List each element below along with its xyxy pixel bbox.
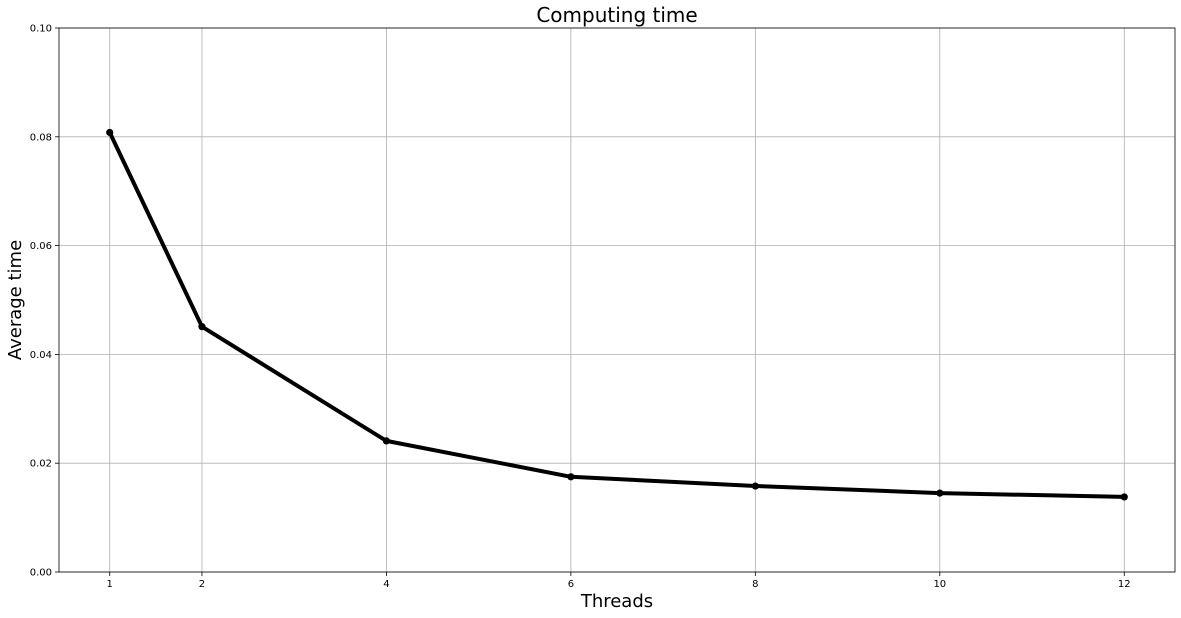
x-tick-label: 8 bbox=[752, 579, 758, 590]
data-point bbox=[567, 473, 575, 481]
ticks-layer: 1 2 4 6 8 10 120.000.020.040.060.080.10 bbox=[30, 24, 1131, 591]
x-tick-label: 6 bbox=[568, 579, 574, 590]
y-tick-label: 0.10 bbox=[30, 24, 52, 35]
data-point bbox=[1120, 493, 1128, 501]
series-layer bbox=[106, 128, 1128, 501]
data-point bbox=[751, 482, 759, 490]
x-axis-label: Threads bbox=[580, 591, 653, 612]
x-tick-label: 12 bbox=[1118, 579, 1131, 590]
y-tick-label: 0.00 bbox=[30, 568, 52, 579]
axes-layer bbox=[58, 27, 1176, 573]
data-point bbox=[198, 323, 206, 331]
plot-frame bbox=[58, 27, 1176, 573]
y-tick-label: 0.02 bbox=[30, 459, 52, 470]
x-tick-label: 4 bbox=[383, 579, 389, 590]
x-tick-label: 1 bbox=[107, 579, 113, 590]
data-point bbox=[106, 128, 114, 137]
data-point bbox=[936, 489, 944, 497]
y-tick-label: 0.08 bbox=[30, 132, 52, 143]
y-axis-label: Average time bbox=[5, 240, 26, 360]
y-tick-label: 0.04 bbox=[30, 350, 52, 361]
x-tick-label: 10 bbox=[933, 579, 946, 590]
chart-title: Computing time bbox=[536, 3, 697, 27]
series-line bbox=[107, 130, 1127, 499]
x-tick-label: 2 bbox=[199, 579, 205, 590]
grid-layer bbox=[59, 27, 1175, 573]
y-tick-label: 0.06 bbox=[30, 241, 52, 252]
data-point bbox=[382, 437, 391, 445]
